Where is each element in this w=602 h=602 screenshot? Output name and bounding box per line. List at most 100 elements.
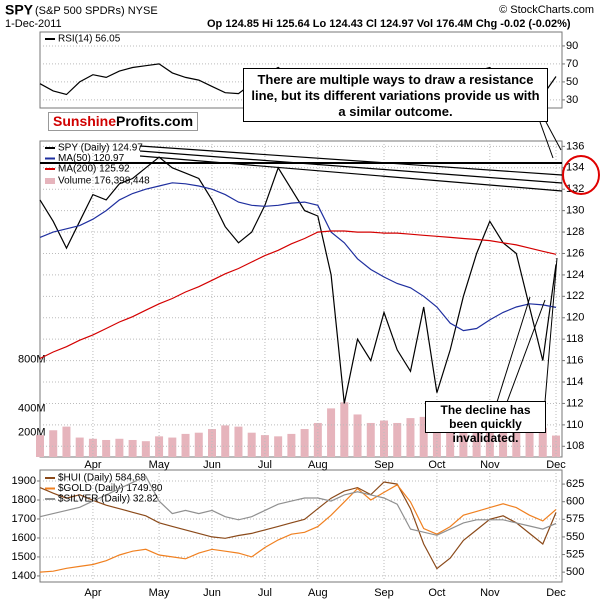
symbol: SPY	[5, 2, 34, 18]
volume-bar	[168, 437, 177, 457]
logo-domain: Profits.com	[116, 113, 194, 129]
y-tick-label: 114	[566, 376, 584, 388]
logo-brand: Sunshine	[53, 113, 117, 129]
volume-bar	[313, 422, 322, 457]
source: © StockCharts.com	[499, 4, 594, 16]
y-tick-label: 126	[566, 247, 584, 259]
volume-bar	[221, 425, 230, 457]
y-tick-label: 30	[566, 94, 578, 106]
legend-label: $HUI (Daily) 584.68	[58, 473, 146, 484]
volume-bar	[472, 429, 481, 457]
y-tick-label: 1600	[12, 532, 36, 544]
y-tick-label: 124	[566, 269, 584, 281]
resistance-line	[139, 150, 563, 184]
x-tick-label: Aug	[308, 587, 328, 599]
volume-bar	[446, 422, 455, 457]
legend-label: Volume 176,398,448	[58, 176, 150, 187]
y-tick-label: 600	[566, 496, 584, 508]
x-tick-label: May	[149, 587, 170, 599]
y-tick-label: 122	[566, 290, 584, 302]
legend-swatch	[45, 178, 55, 184]
resistance-lines	[40, 121, 563, 403]
x-tick-label: Oct	[428, 587, 445, 599]
x-tick-label: Sep	[374, 587, 394, 599]
arrow-line	[506, 299, 546, 403]
y-tick-label: 1900	[12, 475, 36, 487]
symbol-name: (S&P 500 SPDRs) NYSE	[35, 5, 158, 17]
volume-bar	[512, 432, 521, 457]
volume-bar	[194, 432, 203, 457]
x-tick-label: Jun	[203, 587, 221, 599]
y-tick-label: 525	[566, 548, 584, 560]
volume-bar	[499, 430, 508, 457]
legend-label: MA(50) 120.97	[58, 153, 125, 164]
volume-bar	[327, 408, 336, 457]
y-tick-label: 625	[566, 478, 584, 490]
y-tick-label: 400M	[18, 402, 46, 414]
volume-bar	[208, 429, 216, 457]
arrow-line	[544, 257, 558, 403]
y-tick-label: 70	[566, 58, 578, 70]
volume-bar	[247, 432, 256, 457]
volume-bar	[419, 416, 428, 457]
arrow-line	[539, 121, 554, 159]
series-line	[39, 475, 557, 536]
y-tick-label: 110	[566, 419, 584, 431]
x-tick-label: Nov	[480, 587, 500, 599]
volume-bar	[525, 425, 534, 457]
series-line	[39, 156, 557, 404]
y-tick-label: 128	[566, 226, 584, 238]
series-line	[39, 182, 557, 332]
legend-label: MA(200) 125.92	[58, 164, 130, 175]
logo: SunshineProfits.com	[48, 112, 198, 131]
volume-bar	[353, 414, 362, 457]
annotation-decline: The decline has been quickly invalidated…	[425, 401, 546, 445]
legend-label: $GOLD (Daily) 1749.80	[58, 483, 163, 494]
annotation-resistance: There are multiple ways to draw a resist…	[243, 68, 548, 122]
volume-bar	[155, 436, 164, 457]
date: 1-Dec-2011	[5, 18, 62, 30]
volume-bar	[406, 418, 415, 457]
volume-bar	[181, 433, 190, 457]
y-tick-label: 50	[566, 76, 578, 88]
y-tick-label: 118	[566, 333, 584, 345]
x-tick-label: Sep	[374, 459, 394, 471]
quote: Op 124.85 Hi 125.64 Lo 124.43 Cl 124.97 …	[207, 18, 571, 30]
volume-bar	[538, 427, 547, 457]
volume-bar	[62, 426, 71, 457]
x-tick-label: Dec	[546, 587, 566, 599]
y-tick-label: 575	[566, 513, 584, 525]
y-tick-label: 800M	[18, 354, 46, 366]
volume-bar	[459, 425, 468, 457]
volume-bar	[366, 422, 375, 457]
highlight-circle	[562, 155, 600, 195]
series-line	[39, 230, 557, 360]
legend-label: $SILVER (Daily) 32.82	[58, 494, 158, 505]
y-tick-label: 112	[566, 397, 584, 409]
volume-bar	[274, 436, 283, 457]
y-tick-label: 1400	[12, 570, 36, 582]
x-tick-label: Jul	[258, 459, 272, 471]
series-line	[39, 484, 557, 573]
resistance-line	[139, 145, 563, 176]
y-tick-label: 1700	[12, 513, 36, 525]
y-tick-label: 500	[566, 566, 584, 578]
y-tick-label: 550	[566, 531, 584, 543]
x-tick-label: Oct	[428, 459, 445, 471]
y-tick-label: 134	[566, 162, 584, 174]
volume-bar	[234, 426, 243, 457]
x-tick-label: Apr	[84, 587, 101, 599]
volume-bar	[49, 430, 58, 457]
arrow-line	[496, 296, 531, 403]
y-tick-label: 116	[566, 354, 584, 366]
y-tick-label: 90	[566, 40, 578, 52]
x-tick-label: Jul	[258, 587, 272, 599]
y-tick-label: 1500	[12, 551, 36, 563]
metals-panel	[39, 469, 563, 583]
x-tick-label: Nov	[480, 459, 500, 471]
resistance-line	[139, 155, 563, 192]
arrow-line	[545, 121, 562, 151]
x-tick-label: May	[149, 459, 170, 471]
